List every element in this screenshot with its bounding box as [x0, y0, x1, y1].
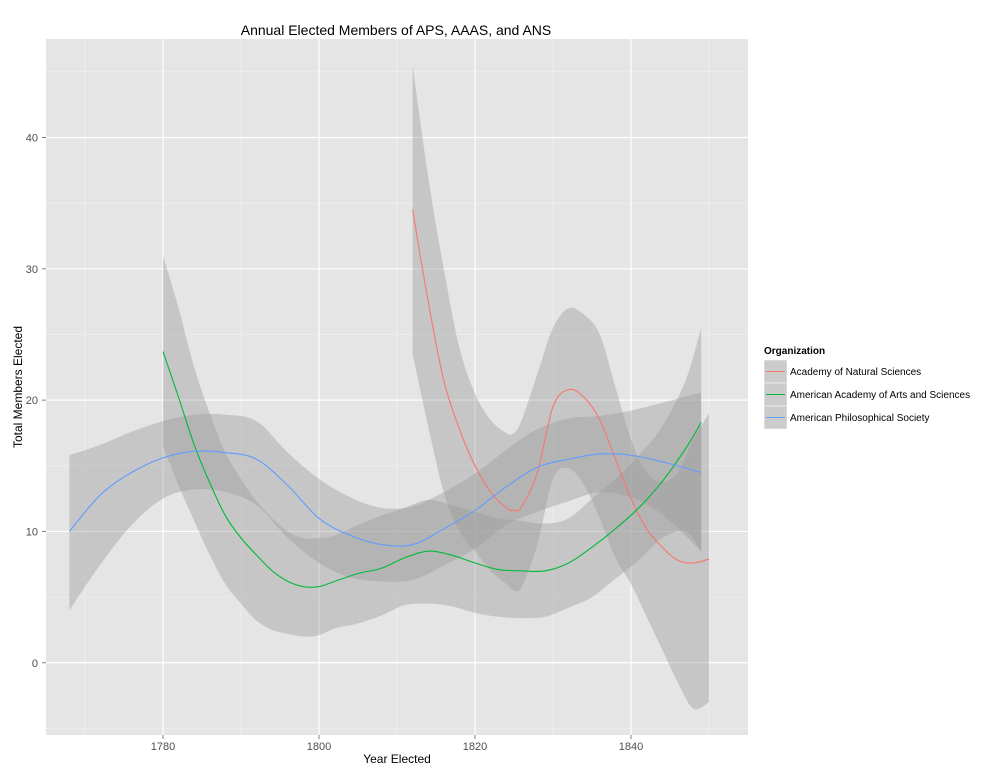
legend: Organization Academy of Natural Sciences…: [763, 346, 970, 430]
confidence-band-0: [412, 65, 709, 710]
y-axis: 0 10 20 30 40: [26, 132, 46, 670]
y-tick-label: 10: [26, 526, 38, 538]
y-tick-label: 40: [26, 132, 38, 144]
y-axis-title: Total Members Elected: [11, 326, 25, 448]
x-tick-label: 1780: [151, 741, 175, 753]
x-axis-title: Year Elected: [363, 752, 431, 766]
series-lines: [68, 209, 710, 588]
legend-label: American Academy of Arts and Sciences: [790, 390, 970, 401]
chart-title: Annual Elected Members of APS, AAAS, and…: [241, 22, 552, 38]
series-line-0: [412, 209, 710, 564]
x-tick-label: 1820: [463, 741, 487, 753]
y-tick-label: 30: [26, 264, 38, 276]
y-tick-label: 20: [26, 395, 38, 407]
grid: [46, 39, 748, 735]
legend-label: American Philosophical Society: [790, 413, 930, 424]
series-line-1: [162, 351, 702, 588]
legend-title: Organization: [764, 346, 825, 357]
x-tick-label: 1840: [619, 741, 643, 753]
y-tick-label: 0: [32, 658, 38, 670]
legend-label: Academy of Natural Sciences: [790, 367, 921, 378]
x-axis: 1780 1800 1820 1840: [151, 735, 643, 753]
confidence-band-1: [163, 255, 702, 637]
x-tick-label: 1800: [307, 741, 331, 753]
series-line-2: [68, 450, 702, 547]
